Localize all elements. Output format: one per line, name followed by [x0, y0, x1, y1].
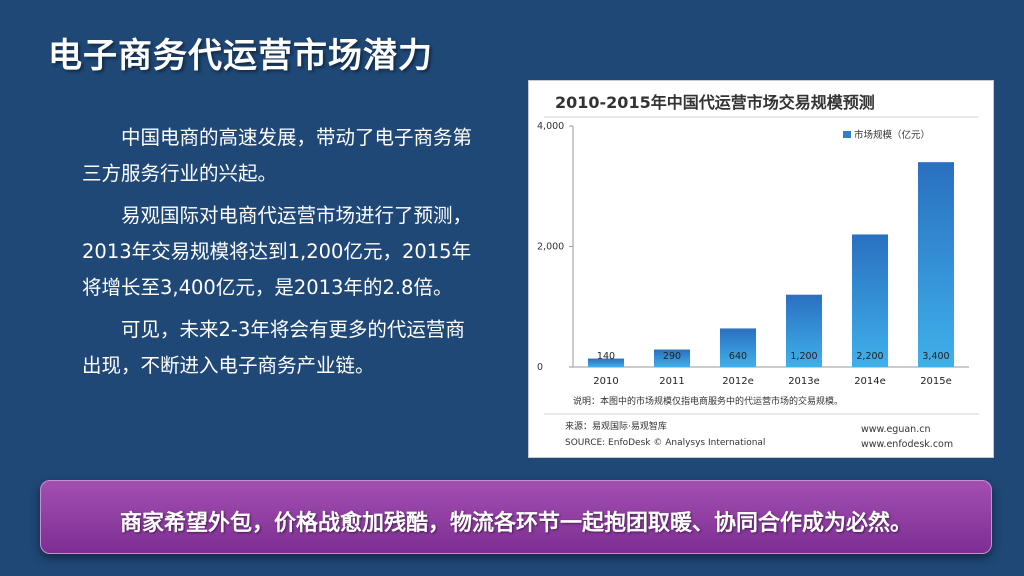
- bar-2010: [588, 358, 624, 367]
- x-tick-label: 2014e: [854, 376, 886, 387]
- x-tick-label: 2010: [593, 376, 618, 387]
- bar-value-label: 140: [597, 351, 615, 362]
- paragraph-2: 易观国际对电商代运营市场进行了预测，2013年交易规模将达到1,200亿元，20…: [82, 204, 473, 299]
- banner-text: 商家希望外包，价格战愈加残酷，物流各环节一起抱团取暖、协同合作成为必然。: [119, 511, 912, 536]
- bar-value-label: 1,200: [790, 351, 817, 362]
- website-2: www.enfodesk.com: [861, 439, 953, 450]
- chart-note: 说明：本图中的市场规模仅指电商服务中的代运营市场的交易规模。: [573, 395, 843, 407]
- bar-chart: 2010-2015年中国代运营市场交易规模预测 0 2,000 4,000 140 2…: [537, 93, 979, 450]
- chart-title: 2010-2015年中国代运营市场交易规模预测: [555, 93, 875, 112]
- x-tick-label: 2011: [659, 376, 684, 387]
- y-tick-label: 2,000: [537, 242, 564, 253]
- legend-label: 市场规模（亿元）: [854, 129, 930, 141]
- x-tick-label: 2012e: [722, 376, 754, 387]
- summary-banner: 商家希望外包，价格战愈加残酷，物流各环节一起抱团取暖、协同合作成为必然。: [40, 480, 992, 554]
- bar-value-label: 3,400: [922, 351, 949, 362]
- y-tick-label: 0: [537, 362, 543, 373]
- source-cn: 来源：易观国际·易观智库: [565, 420, 667, 432]
- body-text: 中国电商的高速发展，带动了电子商务第三方服务行业的兴起。 易观国际对电商代运营市…: [82, 120, 482, 390]
- bar-2015e: [918, 162, 954, 367]
- legend-swatch: [843, 131, 851, 138]
- bar-value-label: 2,200: [856, 351, 883, 362]
- bar-2013e: [786, 294, 822, 367]
- x-tick-label: 2015e: [920, 376, 952, 387]
- paragraph-3: 可见，未来2-3年将会有更多的代运营商出现，不断进入电子商务产业链。: [82, 318, 465, 377]
- bar-2012e: [720, 328, 756, 367]
- bar-value-label: 290: [663, 351, 681, 362]
- bar-2014e: [852, 234, 888, 367]
- bar-2011: [654, 349, 690, 367]
- slide-title: 电子商务代运营市场潜力: [48, 36, 433, 76]
- y-tick-label: 4,000: [537, 121, 564, 132]
- source-en: SOURCE: EnfoDesk © Analysys Internationa…: [565, 438, 765, 448]
- x-tick-label: 2013e: [788, 376, 820, 387]
- chart-panel: 2010-2015年中国代运营市场交易规模预测 0 2,000 4,000 140 2…: [528, 80, 994, 458]
- paragraph-1: 中国电商的高速发展，带动了电子商务第三方服务行业的兴起。: [82, 126, 473, 185]
- bar-value-label: 640: [729, 351, 747, 362]
- website-1: www.eguan.cn: [861, 424, 930, 435]
